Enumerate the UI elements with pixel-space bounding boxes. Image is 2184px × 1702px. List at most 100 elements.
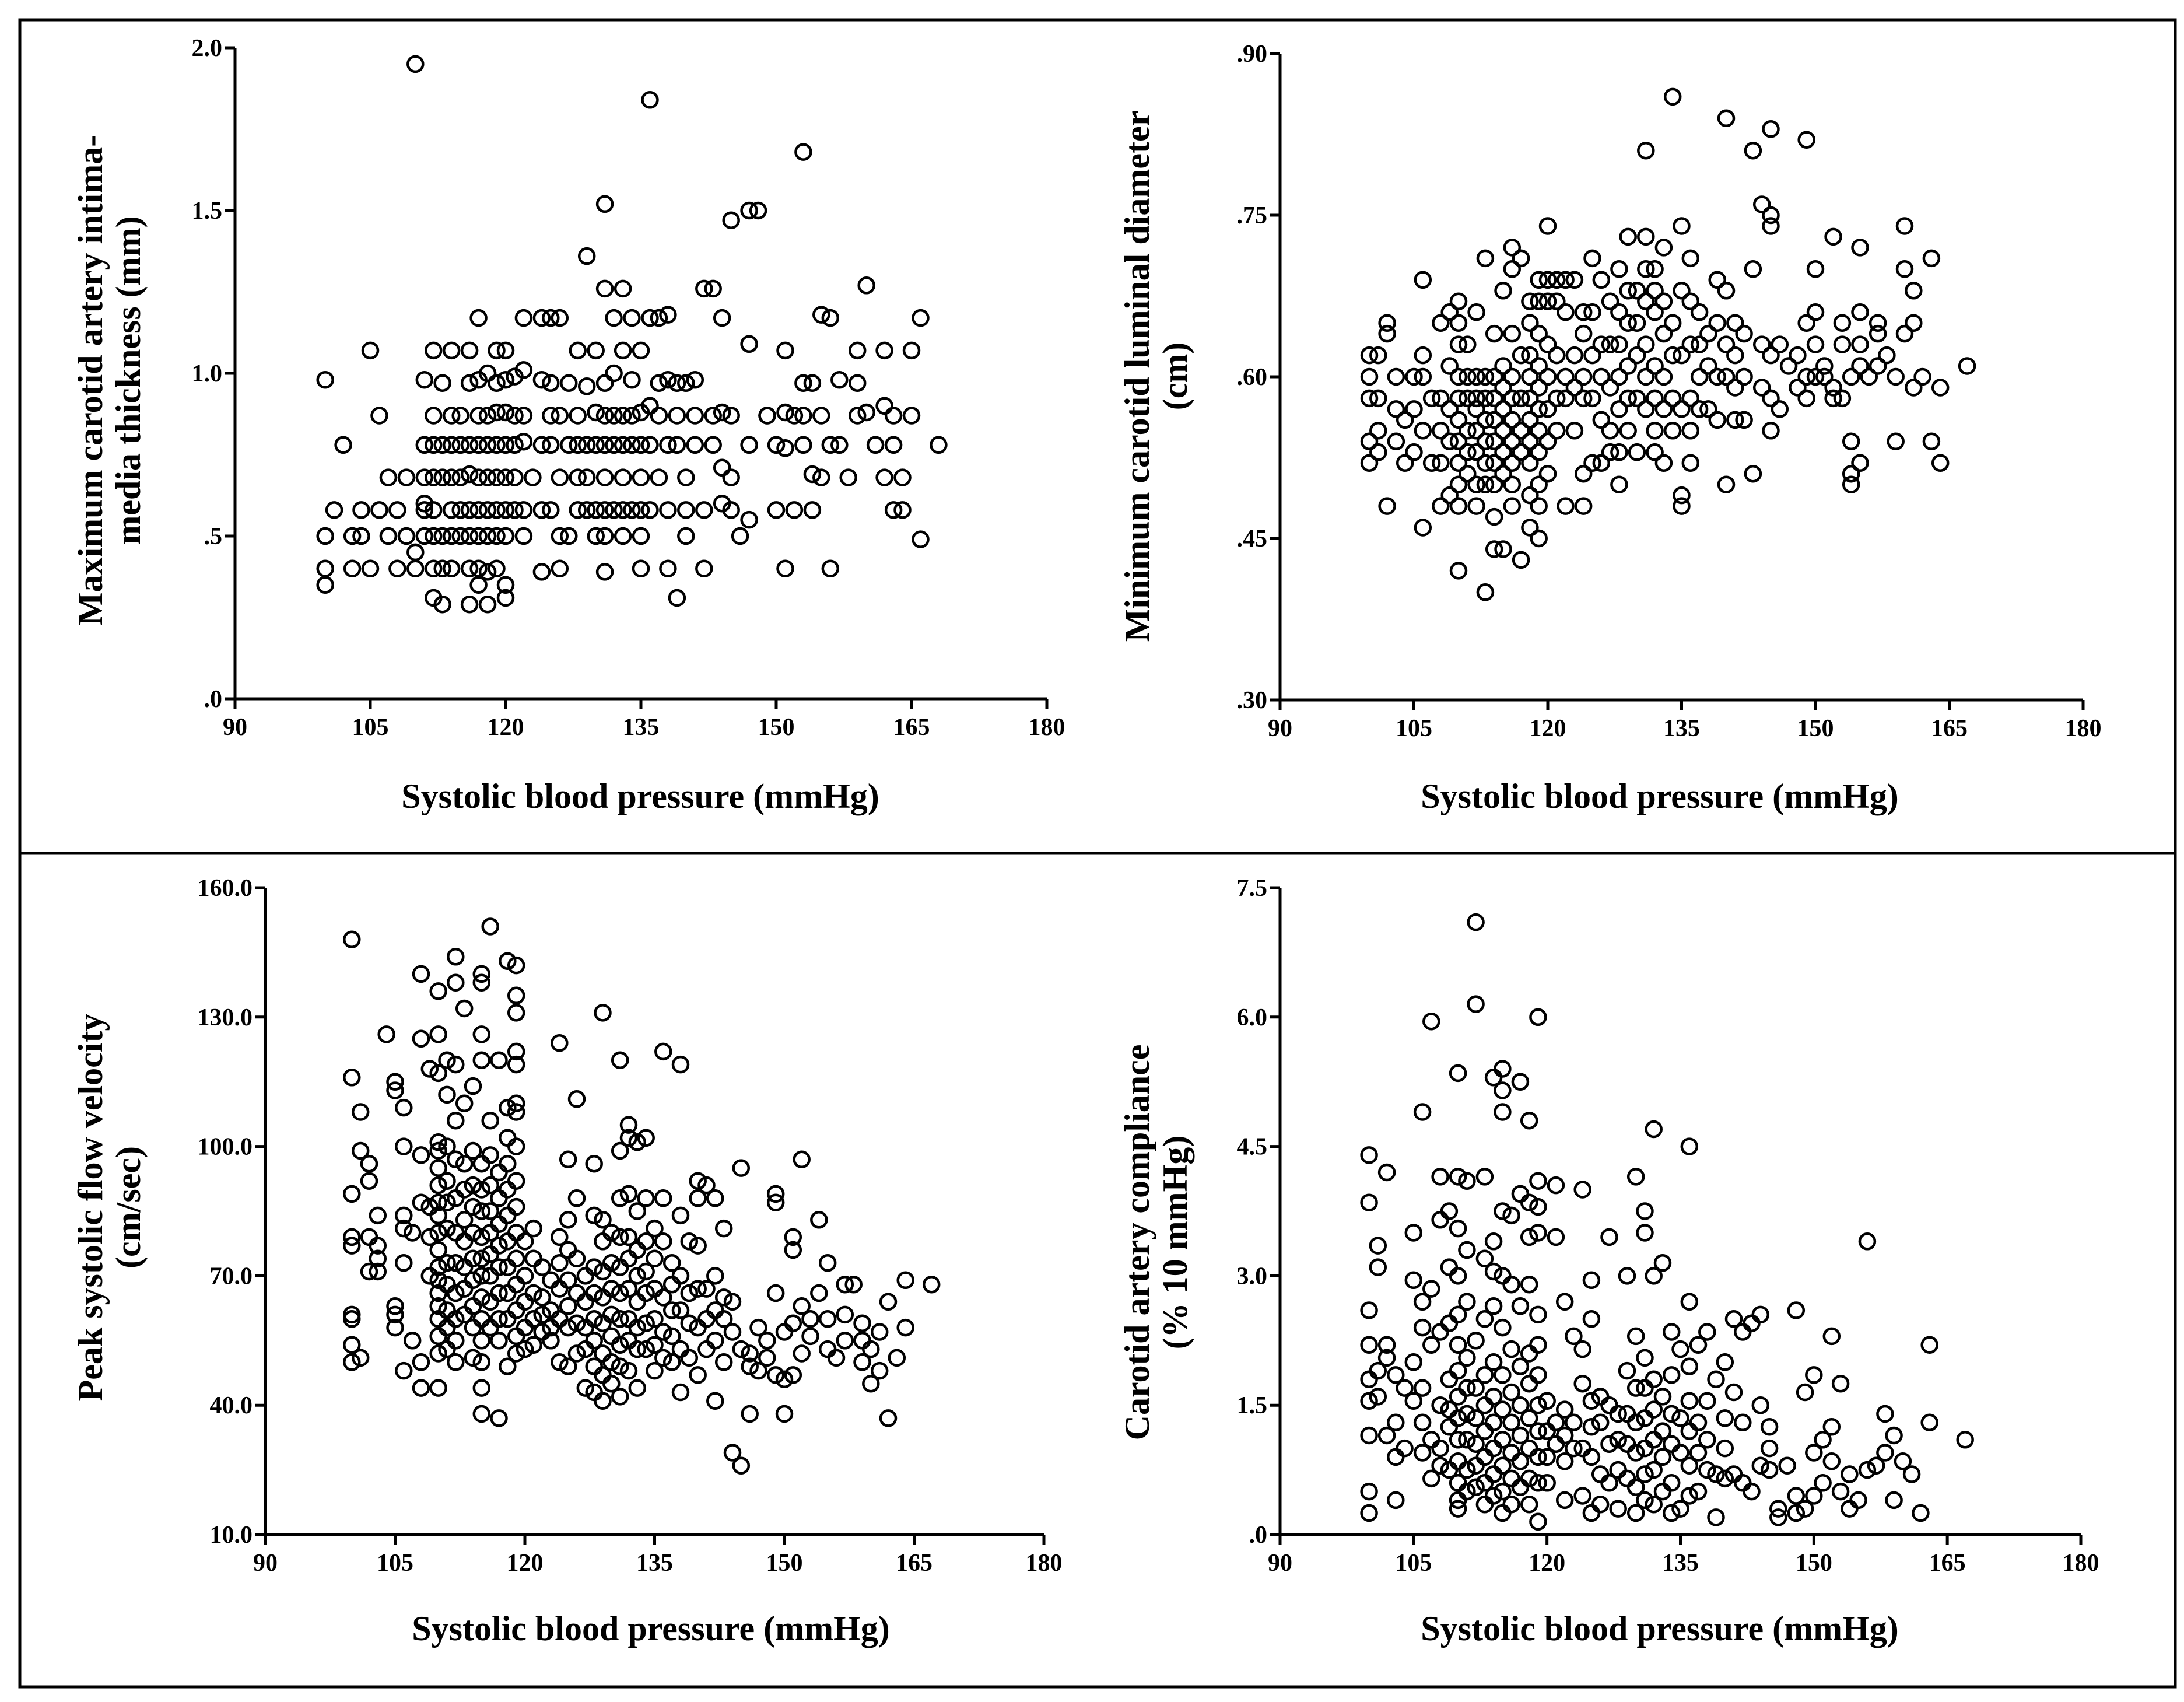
data-point xyxy=(1708,314,1726,332)
data-point xyxy=(406,559,425,578)
data-point xyxy=(902,341,921,360)
data-point xyxy=(1387,367,1405,386)
data-point xyxy=(1653,1422,1672,1440)
data-point xyxy=(1530,357,1548,375)
data-point xyxy=(614,407,632,425)
data-point xyxy=(1762,120,1780,138)
data-point xyxy=(587,501,605,519)
data-point xyxy=(1912,1504,1930,1522)
data-point xyxy=(1396,1379,1414,1397)
data-point xyxy=(1913,367,1931,386)
data-point xyxy=(1708,271,1726,289)
data-point xyxy=(1787,1487,1806,1505)
data-point xyxy=(1779,357,1798,375)
data-point xyxy=(619,1361,638,1380)
data-point xyxy=(369,1237,387,1255)
data-point xyxy=(551,527,569,545)
data-point xyxy=(1387,432,1405,451)
data-point xyxy=(1646,282,1664,300)
data-point xyxy=(1494,282,1512,300)
data-point xyxy=(1689,1336,1708,1354)
data-point xyxy=(1467,475,1485,493)
data-point xyxy=(343,930,361,948)
data-point xyxy=(1476,432,1495,451)
data-point xyxy=(595,563,614,581)
data-point xyxy=(650,407,668,425)
data-point xyxy=(1521,367,1539,386)
data-point xyxy=(488,468,506,486)
data-point xyxy=(507,1344,525,1363)
data-point xyxy=(1601,335,1619,353)
data-point xyxy=(506,501,524,519)
data-point xyxy=(425,559,443,578)
y-tick-label: .75 xyxy=(1237,202,1268,229)
data-point xyxy=(1502,1444,1520,1462)
x-tick-label: 105 xyxy=(1396,715,1432,742)
data-point xyxy=(1717,335,1736,353)
data-point xyxy=(611,1051,629,1069)
data-point xyxy=(1360,1336,1378,1354)
data-point xyxy=(514,309,533,327)
data-point xyxy=(1485,432,1503,451)
data-point xyxy=(1512,443,1530,461)
data-point xyxy=(386,1318,404,1337)
data-point xyxy=(767,501,786,519)
data-point xyxy=(481,1202,499,1220)
data-point xyxy=(481,1146,499,1164)
data-point xyxy=(879,1409,898,1427)
data-point xyxy=(1583,389,1601,408)
data-point xyxy=(585,1310,603,1328)
data-point xyxy=(1414,367,1432,386)
data-point xyxy=(1405,367,1423,386)
data-point xyxy=(1743,1314,1761,1332)
data-point xyxy=(714,1310,733,1328)
data-point xyxy=(1673,497,1691,515)
data-point xyxy=(1662,1435,1681,1453)
data-point xyxy=(594,1392,612,1410)
data-point xyxy=(1476,249,1495,268)
data-point xyxy=(1663,346,1682,365)
data-point xyxy=(1476,367,1495,386)
data-point xyxy=(602,1253,621,1272)
data-point xyxy=(722,211,740,229)
data-point xyxy=(464,1141,482,1160)
data-point xyxy=(460,465,479,484)
data-point xyxy=(1628,314,1646,332)
data-point xyxy=(1494,540,1512,558)
data-point xyxy=(1842,464,1860,483)
data-point xyxy=(1520,1409,1538,1427)
data-point xyxy=(1751,1456,1770,1475)
data-point xyxy=(1449,292,1468,310)
y-tick-label: 10.0 xyxy=(210,1522,253,1549)
data-point xyxy=(559,1318,577,1337)
data-point xyxy=(1404,1224,1423,1242)
data-point xyxy=(388,501,406,519)
data-point xyxy=(451,407,469,425)
data-point xyxy=(650,309,668,327)
data-point xyxy=(488,403,506,422)
data-point xyxy=(641,91,659,109)
data-point xyxy=(455,1232,474,1251)
data-point xyxy=(1449,1361,1467,1380)
data-point xyxy=(677,527,695,545)
data-point xyxy=(1503,411,1522,429)
data-point xyxy=(1662,1366,1681,1384)
data-point xyxy=(1503,475,1522,493)
data-point xyxy=(749,201,767,220)
data-point xyxy=(1734,1323,1752,1341)
data-point xyxy=(614,527,632,545)
data-point xyxy=(429,1271,447,1290)
data-point xyxy=(1876,1444,1894,1462)
data-point xyxy=(1369,346,1387,365)
data-point xyxy=(1414,519,1432,537)
data-point xyxy=(524,1310,543,1328)
data-point xyxy=(425,527,443,545)
data-point xyxy=(611,1141,629,1160)
data-point xyxy=(360,1262,378,1281)
data-point xyxy=(680,1232,699,1251)
data-point xyxy=(1476,583,1495,601)
data-point xyxy=(1530,324,1548,343)
data-point xyxy=(614,341,632,360)
data-point xyxy=(1645,1267,1663,1285)
